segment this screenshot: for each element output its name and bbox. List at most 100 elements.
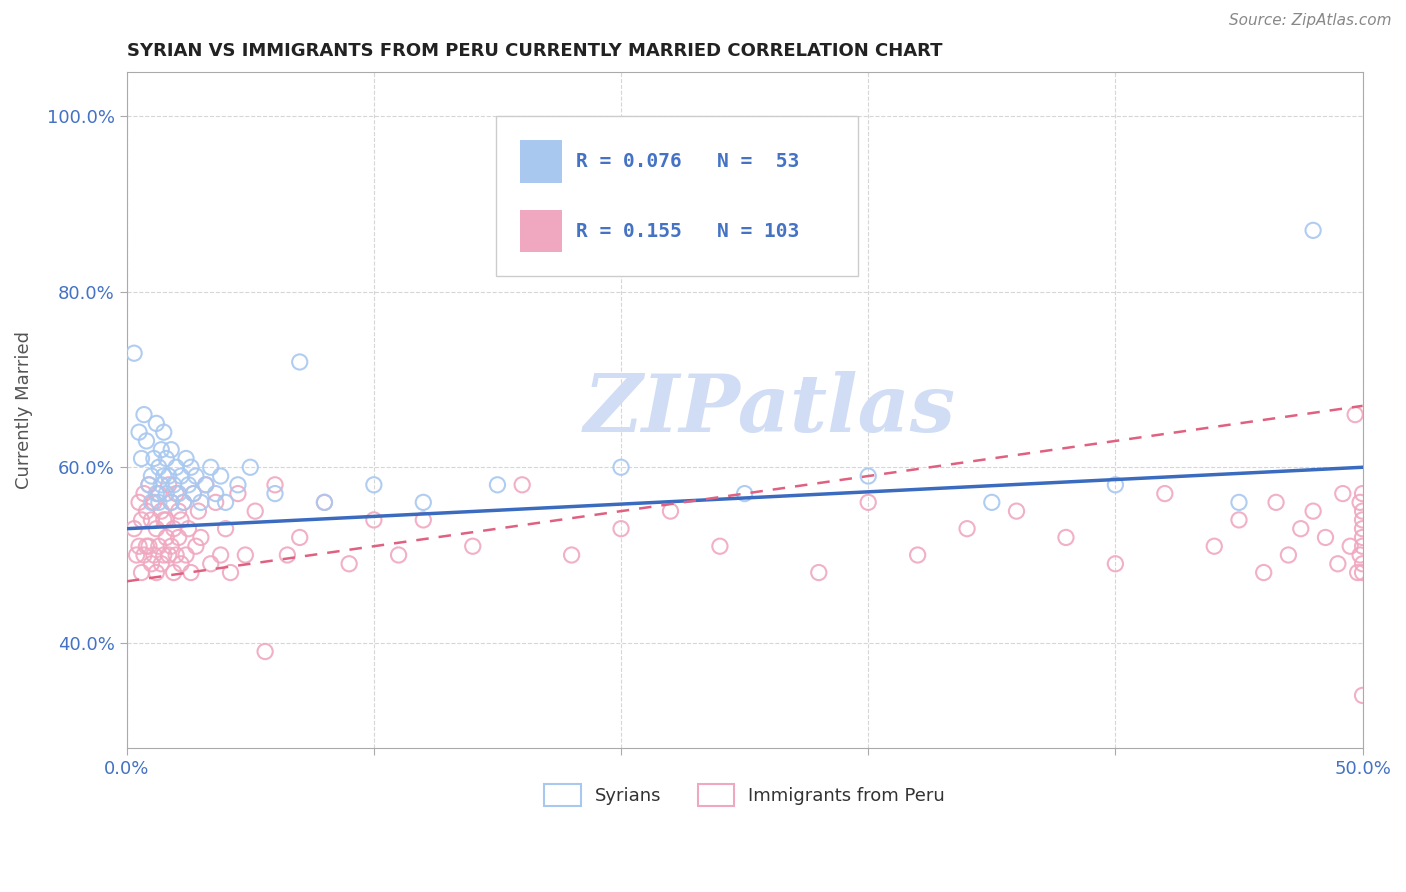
Point [152,513,174,527]
Point [150,504,173,518]
Point [264,478,287,492]
Point [170,557,193,571]
Point [157,548,180,562]
Point [163,522,186,536]
Point [956,522,979,536]
Point [314,495,336,509]
Point [132,548,155,562]
Point [122,346,145,360]
Point [1331,486,1354,500]
Point [734,486,756,500]
Point [165,548,187,562]
Point [155,513,177,527]
Point [157,478,180,492]
Point [1289,522,1312,536]
Legend: Syrians, Immigrants from Peru: Syrians, Immigrants from Peru [537,777,952,814]
Point [412,513,434,527]
Text: ZIPatlas: ZIPatlas [583,371,956,449]
Point [276,548,298,562]
Point [177,478,200,492]
Point [135,504,157,518]
Point [145,417,167,431]
Point [610,522,633,536]
Point [148,460,170,475]
Point [163,478,186,492]
Point [1302,223,1324,237]
Point [219,566,242,580]
Point [200,557,222,571]
Point [128,539,150,553]
Point [1351,566,1374,580]
Point [138,478,160,492]
Point [125,548,148,562]
Point [288,355,311,369]
Point [155,486,177,500]
Point [209,548,232,562]
Point [165,460,187,475]
Y-axis label: Currently Married: Currently Married [15,331,32,489]
Point [1054,531,1077,545]
Point [858,495,880,509]
Point [226,478,249,492]
Point [160,495,183,509]
Text: SYRIAN VS IMMIGRANTS FROM PERU CURRENTLY MARRIED CORRELATION CHART: SYRIAN VS IMMIGRANTS FROM PERU CURRENTLY… [127,42,942,60]
Point [155,451,177,466]
Text: Source: ZipAtlas.com: Source: ZipAtlas.com [1229,13,1392,29]
Point [209,469,232,483]
Point [173,495,195,509]
Point [152,425,174,439]
Point [1315,531,1337,545]
Point [160,442,183,457]
Point [183,486,205,500]
Point [387,548,409,562]
Point [1265,495,1288,509]
Point [131,566,153,580]
Point [174,548,197,562]
Point [131,513,153,527]
Point [1351,531,1374,545]
Point [1339,539,1361,553]
Point [1344,408,1367,422]
Point [183,486,205,500]
Point [167,531,190,545]
Point [214,495,236,509]
Point [135,539,157,553]
Point [128,425,150,439]
Point [1348,495,1371,509]
Point [314,495,336,509]
Point [132,486,155,500]
Point [1351,486,1374,500]
Point [150,478,173,492]
Point [173,495,195,509]
Point [337,557,360,571]
Point [141,495,163,509]
Point [214,522,236,536]
Point [412,495,434,509]
Point [142,548,165,562]
Point [184,539,207,553]
Point [157,469,180,483]
Point [239,460,262,475]
Point [1227,495,1250,509]
Point [145,486,167,500]
Point [150,557,173,571]
Point [486,478,509,492]
Point [190,495,212,509]
Point [1347,566,1369,580]
Point [194,478,217,492]
Point [807,566,830,580]
Point [1104,557,1126,571]
Point [1204,539,1226,553]
Point [1277,548,1299,562]
Point [1104,478,1126,492]
Text: R = 0.076   N =  53: R = 0.076 N = 53 [576,152,799,171]
Point [200,460,222,475]
Point [160,495,183,509]
Point [510,478,533,492]
Point [132,408,155,422]
Point [709,539,731,553]
Point [1351,539,1374,553]
Point [190,531,212,545]
Text: R = 0.155   N = 103: R = 0.155 N = 103 [576,221,799,241]
Point [461,539,484,553]
